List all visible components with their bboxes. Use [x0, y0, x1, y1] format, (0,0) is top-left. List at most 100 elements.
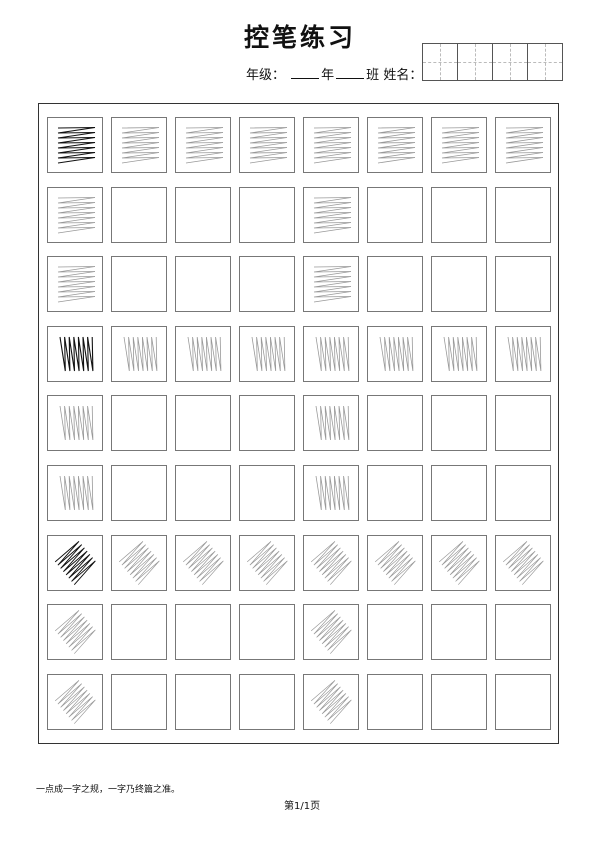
practice-cell[interactable] [175, 534, 231, 591]
practice-cell[interactable] [111, 186, 167, 243]
vertical-zigzag-stroke-guide [315, 406, 350, 441]
practice-cell[interactable] [175, 395, 231, 452]
practice-cell[interactable] [239, 117, 295, 173]
class-blank[interactable] [336, 68, 365, 79]
student-info: 年级： 年 班 姓名： [246, 64, 422, 83]
practice-cell[interactable] [495, 534, 551, 591]
practice-cell[interactable] [303, 395, 359, 452]
practice-cell[interactable] [495, 604, 551, 661]
vertical-zigzag-stroke-guide [315, 475, 350, 511]
practice-cell[interactable] [303, 117, 359, 173]
grade-label: 年级： [246, 68, 286, 83]
practice-cell[interactable] [431, 117, 487, 173]
practice-cell[interactable] [175, 256, 231, 313]
practice-cell[interactable] [367, 395, 423, 452]
diagonal-zigzag-stroke-guide [438, 540, 480, 585]
vertical-zigzag-stroke-guide [507, 336, 542, 371]
page-title: 控笔练习 [243, 23, 356, 52]
practice-cell[interactable] [495, 395, 551, 452]
name-char-box[interactable] [457, 43, 493, 81]
practice-cell[interactable] [303, 186, 359, 243]
practice-cell[interactable] [495, 256, 551, 313]
practice-cell[interactable] [111, 673, 167, 730]
practice-cell[interactable] [111, 256, 167, 313]
practice-cell[interactable] [47, 186, 103, 243]
practice-cell[interactable] [431, 673, 487, 730]
vertical-zigzag-stroke-guide [379, 336, 414, 371]
horizontal-zigzag-stroke-guide [313, 266, 352, 303]
practice-cell[interactable] [239, 465, 295, 521]
practice-cell[interactable] [47, 395, 103, 452]
practice-cell[interactable] [431, 395, 487, 452]
practice-cell[interactable] [431, 325, 487, 382]
practice-cell[interactable] [303, 673, 359, 730]
practice-cell[interactable] [303, 325, 359, 382]
practice-cell[interactable] [495, 465, 551, 521]
practice-cell[interactable] [239, 395, 295, 452]
practice-cell[interactable] [495, 186, 551, 243]
practice-cell[interactable] [239, 186, 295, 243]
practice-cell[interactable] [47, 534, 103, 591]
practice-cell[interactable] [367, 673, 423, 730]
practice-cell[interactable] [111, 117, 167, 173]
horizontal-zigzag-stroke-guide [377, 127, 416, 164]
practice-cell[interactable] [495, 325, 551, 382]
name-char-box[interactable] [422, 43, 458, 81]
class-label: 班 [366, 68, 380, 83]
practice-cell[interactable] [111, 325, 167, 382]
practice-cell[interactable] [175, 117, 231, 173]
practice-cell[interactable] [47, 604, 103, 661]
practice-cell[interactable] [111, 534, 167, 591]
practice-cell[interactable] [239, 673, 295, 730]
name-label: 姓名： [383, 68, 423, 83]
vertical-zigzag-stroke-guide [443, 336, 478, 371]
practice-cell[interactable] [431, 465, 487, 521]
practice-cell[interactable] [367, 117, 423, 173]
practice-cell[interactable] [175, 604, 231, 661]
practice-cell[interactable] [239, 604, 295, 661]
practice-cell[interactable] [495, 117, 551, 173]
diagonal-zigzag-stroke-guide [54, 540, 96, 585]
practice-cell[interactable] [367, 534, 423, 591]
practice-cell[interactable] [47, 465, 103, 521]
practice-cell[interactable] [431, 604, 487, 661]
practice-cell[interactable] [175, 325, 231, 382]
practice-cell[interactable] [111, 395, 167, 452]
horizontal-zigzag-stroke-guide [57, 196, 96, 233]
practice-cell[interactable] [303, 604, 359, 661]
practice-cell[interactable] [239, 534, 295, 591]
practice-cell[interactable] [367, 465, 423, 521]
practice-cell[interactable] [431, 534, 487, 591]
horizontal-zigzag-stroke-guide [57, 266, 96, 303]
practice-cell[interactable] [47, 673, 103, 730]
diagonal-zigzag-stroke-guide [246, 540, 288, 585]
diagonal-zigzag-stroke-guide [310, 679, 352, 724]
practice-cell[interactable] [111, 604, 167, 661]
practice-cell[interactable] [367, 186, 423, 243]
practice-cell[interactable] [431, 256, 487, 313]
diagonal-zigzag-stroke-guide [182, 540, 224, 585]
practice-cell[interactable] [239, 256, 295, 313]
name-char-box[interactable] [527, 43, 563, 81]
practice-cell[interactable] [175, 673, 231, 730]
practice-cell[interactable] [367, 604, 423, 661]
practice-cell[interactable] [367, 325, 423, 382]
grade-blank[interactable] [291, 68, 320, 79]
practice-cell[interactable] [47, 256, 103, 313]
practice-cell[interactable] [175, 465, 231, 521]
practice-cell[interactable] [47, 325, 103, 382]
practice-cell[interactable] [367, 256, 423, 313]
practice-cell[interactable] [239, 325, 295, 382]
practice-cell[interactable] [303, 256, 359, 313]
name-char-box[interactable] [492, 43, 528, 81]
practice-cell[interactable] [303, 534, 359, 591]
vertical-zigzag-stroke-guide [315, 336, 350, 371]
practice-cell[interactable] [495, 673, 551, 730]
practice-cell[interactable] [111, 465, 167, 521]
practice-cell[interactable] [303, 465, 359, 521]
practice-cell[interactable] [175, 186, 231, 243]
diagonal-zigzag-stroke-guide [54, 679, 96, 724]
practice-cell[interactable] [47, 117, 103, 173]
practice-cell[interactable] [431, 186, 487, 243]
